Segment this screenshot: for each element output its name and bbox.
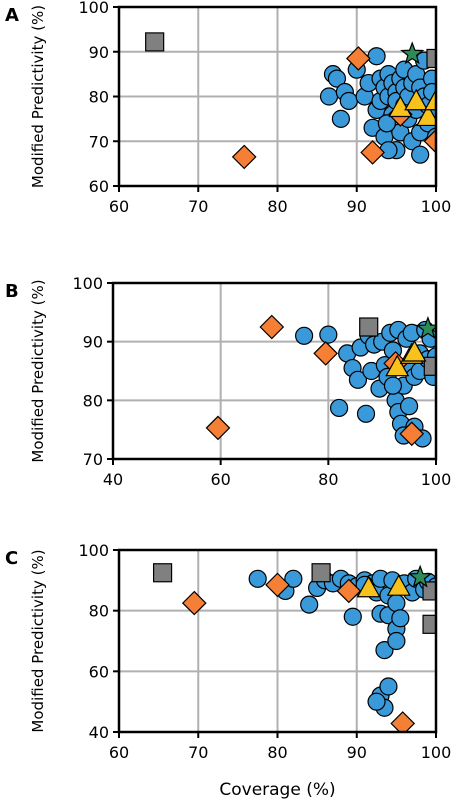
y-tick-label: 100 (78, 541, 109, 560)
triangle-point (386, 574, 411, 596)
y-axis-label: Modified Predictivity (%) (29, 549, 47, 732)
circle-point (248, 569, 267, 588)
x-tick-label: 70 (188, 197, 208, 216)
y-tick-label: 90 (89, 43, 109, 62)
circle-point (356, 404, 376, 423)
square-point (426, 48, 436, 69)
circle-point (367, 692, 386, 711)
triangle-point (356, 575, 381, 598)
x-tick-label: 90 (347, 197, 367, 216)
axes-frame (111, 281, 438, 461)
triangle-point (388, 95, 413, 118)
triangle-point (423, 88, 436, 111)
square-point (423, 356, 436, 376)
circle-point (387, 593, 406, 613)
y-tick-label: 70 (89, 132, 109, 151)
diamond-point (399, 421, 425, 447)
x-tick-label: 80 (318, 470, 338, 489)
x-tick-label: 60 (109, 197, 129, 216)
diamond-point (231, 144, 257, 170)
circle-point (330, 398, 349, 418)
x-tick-label: 90 (347, 743, 367, 762)
circle-point (319, 87, 339, 106)
y-tick-label: 100 (72, 274, 103, 293)
x-tick-label: 100 (421, 470, 452, 489)
x-tick-label: 60 (109, 743, 129, 762)
square-point (359, 317, 379, 337)
circle-point (348, 370, 368, 389)
panel-letter: C (5, 548, 18, 569)
circle-point (387, 631, 406, 651)
square-point (145, 32, 165, 52)
triangle-point (385, 354, 410, 377)
y-tick-label: 100 (78, 0, 109, 17)
triangle-point (404, 88, 429, 111)
square-point (152, 563, 173, 583)
diamond-point (345, 46, 371, 71)
x-tick-label: 60 (210, 470, 230, 489)
markers (152, 563, 436, 732)
circle-point (331, 109, 350, 128)
circle-point (339, 91, 358, 111)
x-tick-label: 80 (267, 743, 287, 762)
diamond-point (423, 128, 436, 154)
x-tick-label: 100 (421, 743, 452, 762)
y-tick-label: 40 (89, 723, 109, 742)
diamond-point (181, 590, 207, 616)
x-tick-label: 40 (103, 470, 123, 489)
x-tick-label: 80 (267, 197, 287, 216)
circle-point (295, 326, 314, 345)
panel-b: 40 60 80 100 70 80 90 100 B Modified Predictivity… (5, 274, 451, 489)
x-tick-label: 100 (421, 197, 452, 216)
x-tick-label: 70 (188, 743, 208, 762)
square-point (422, 614, 436, 634)
circle-point (367, 47, 386, 66)
circle-point (383, 376, 403, 395)
circle-point (411, 145, 430, 164)
star-point (408, 564, 433, 588)
circle-point (391, 609, 410, 628)
circle-point (343, 607, 362, 626)
y-tick-label: 80 (89, 88, 109, 107)
diamond-point (265, 572, 290, 598)
y-axis-label: Modified Predictivity (%) (29, 279, 47, 462)
y-tick-label: 90 (83, 333, 103, 352)
diamond-point (259, 314, 285, 340)
triangle-point (416, 104, 436, 127)
diamond-point (336, 578, 362, 604)
y-axis-label: Modified Predictivity (%) (29, 5, 47, 188)
diamond-point (360, 140, 385, 165)
markers (205, 314, 436, 448)
panel-letter: B (5, 281, 19, 302)
circle-point (327, 69, 347, 88)
circle-point (377, 114, 396, 133)
circle-point (284, 569, 303, 588)
star-point (400, 41, 425, 65)
y-tick-label: 80 (83, 391, 103, 410)
circle-point (300, 595, 319, 614)
y-tick-label: 70 (83, 450, 103, 469)
diamond-point (313, 341, 338, 366)
circle-point (399, 397, 419, 416)
diamond-point (390, 711, 416, 732)
x-axis-label: Coverage (%) (219, 780, 335, 800)
circle-point (319, 325, 338, 344)
y-tick-label: 60 (89, 177, 109, 196)
panel-letter: A (5, 5, 19, 26)
y-tick-label: 60 (89, 662, 109, 681)
y-tick-label: 80 (89, 602, 109, 621)
square-point (311, 563, 331, 583)
markers (145, 32, 436, 170)
diamond-point (205, 415, 231, 441)
panel-a: 60 70 80 90 100 60 70 80 90 100 A Modified Predicti… (5, 0, 451, 216)
circle-point (379, 677, 398, 696)
triangle-point (402, 339, 427, 362)
